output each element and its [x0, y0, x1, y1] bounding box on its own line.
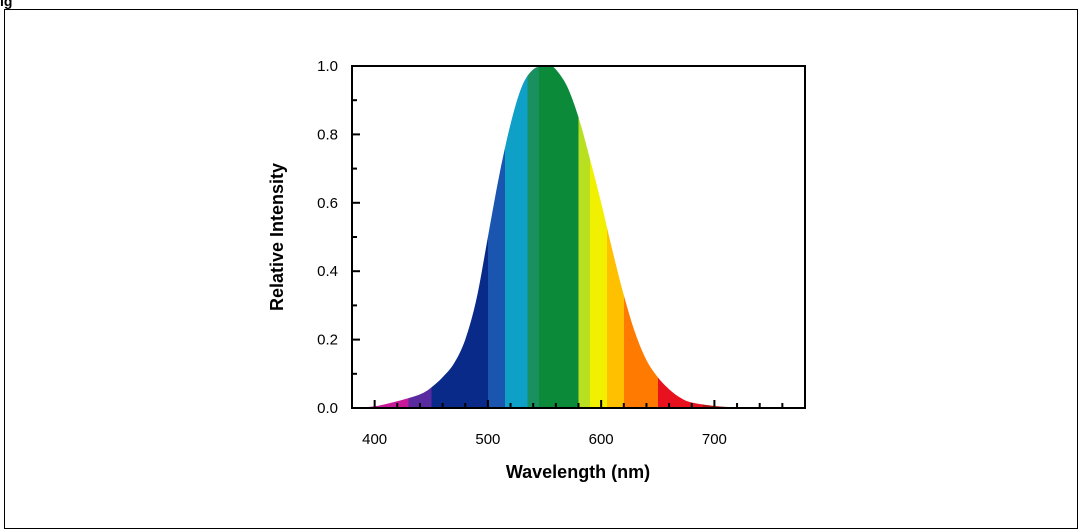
y-tick-label: 0.8 [317, 126, 338, 143]
y-tick-labels: 0.0 0.2 0.4 0.6 0.8 1.0 [317, 58, 338, 417]
y-tick-label: 0.6 [317, 195, 338, 212]
intensity-curve-area [352, 66, 805, 408]
x-tick-label: 500 [475, 431, 500, 448]
y-tick-label: 0.4 [317, 263, 338, 280]
x-tick-label: 600 [589, 431, 614, 448]
y-tick-label: 0.0 [317, 400, 338, 417]
axis-ticks [351, 65, 806, 409]
y-tick-label: 1.0 [317, 58, 338, 75]
y-axis-title: Relative Intensity [267, 163, 287, 311]
x-tick-labels: 400 500 600 700 [362, 431, 727, 448]
figure-heading: ig [0, 0, 13, 9]
x-tick-label: 400 [362, 431, 387, 448]
y-tick-label: 0.2 [317, 332, 338, 349]
x-axis-title: Wavelength (nm) [506, 462, 650, 482]
x-tick-label: 700 [702, 431, 727, 448]
